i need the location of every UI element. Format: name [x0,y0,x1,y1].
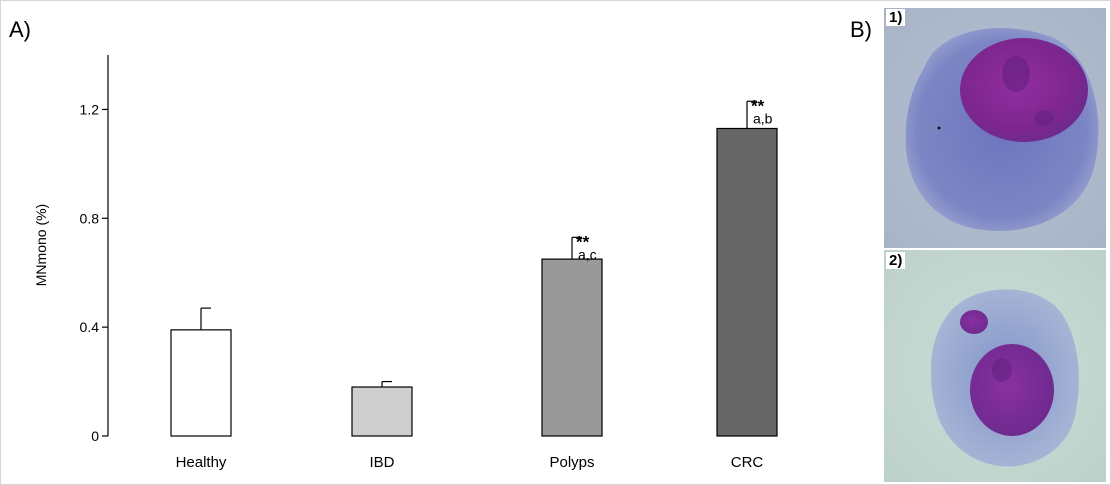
y-tick-label: 0 [91,428,99,444]
significance-marker: ** [751,96,765,115]
bar-polyps [541,258,603,437]
x-axis-labels: Healthy IBD Polyps CRC [176,454,764,471]
micrograph-1 [884,8,1106,248]
micrograph-1-nucleus [960,38,1088,142]
bars: **a,c**a,b [170,96,778,437]
micrograph-2-nucleus [970,344,1054,436]
panel-a-label: A) [9,17,31,42]
significance-letters: a,b [753,110,773,126]
x-tick-label: CRC [731,454,764,471]
y-tick-label: 0.4 [80,319,100,335]
significance-letters: a,c [578,246,597,262]
micrograph-2-label: 2) [886,252,906,269]
bar-chart: 00.40.81.2 **a,c**a,b Healthy IBD Polyps CR… [33,55,778,471]
bar-healthy [170,329,232,437]
x-tick-label: IBD [369,454,394,471]
micrograph-2-micronucleus [960,310,988,334]
bar-crc [716,127,778,437]
panel-b-label: B) [850,17,872,42]
micrograph-1-label: 1) [886,9,906,26]
significance-marker: ** [576,232,590,251]
bar-ibd [351,386,413,437]
x-tick-label: Healthy [176,454,227,471]
y-axis: 0 0.4 0.8 1.2 [80,55,109,444]
y-axis-label: MNmono (%) [33,204,49,286]
y-tick-label: 0.8 [80,210,100,226]
y-tick-label: 1.2 [80,101,100,117]
x-tick-label: Polyps [549,454,594,471]
micrograph-2 [884,250,1106,482]
